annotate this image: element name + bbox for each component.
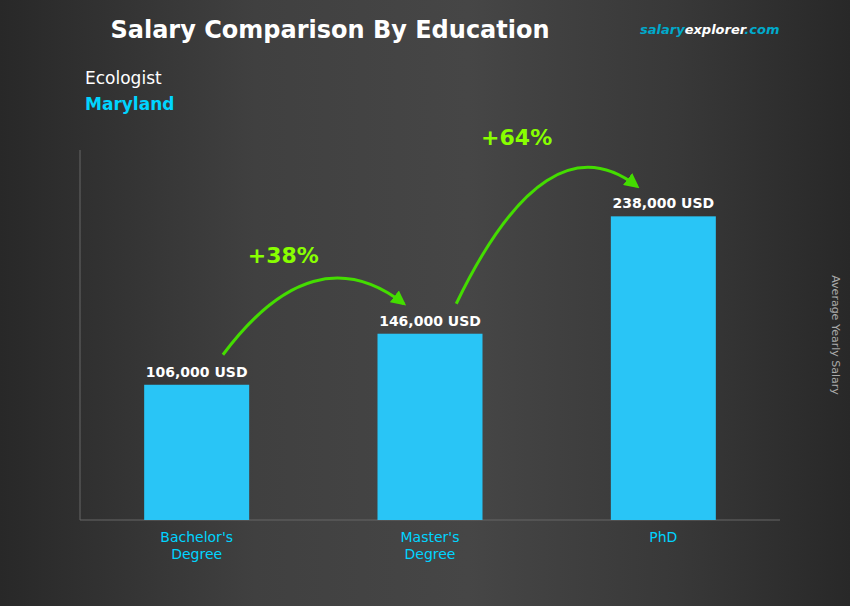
x-tick-label: PhD	[649, 529, 677, 545]
change-label: +38%	[248, 243, 319, 268]
bars	[144, 216, 716, 520]
x-tick-label-line: PhD	[649, 529, 677, 545]
data-label: 238,000 USD	[612, 195, 714, 211]
subtitle: Maryland	[85, 94, 174, 114]
background	[0, 0, 850, 606]
x-tick-label-line: Degree	[171, 546, 222, 562]
source-part: salary	[640, 22, 685, 37]
x-tick-label-line: Degree	[405, 546, 456, 562]
source-part: .com	[744, 22, 779, 37]
x-tick-label-line: Bachelor's	[160, 529, 233, 545]
title: Salary Comparison By Education	[110, 16, 549, 44]
x-tick-label: Master'sDegree	[401, 529, 460, 562]
bar	[378, 334, 483, 520]
bar	[144, 385, 249, 520]
source-part: explorer	[685, 22, 748, 37]
bar	[611, 216, 716, 520]
subtitle: Ecologist	[85, 68, 162, 88]
change-arrow	[223, 278, 404, 355]
chart: 106,000 USD 146,000 USD 238,000 USD Bachelo…	[0, 0, 850, 606]
change-label: +64%	[481, 125, 552, 150]
y-axis-label: Average Yearly Salary	[829, 275, 842, 395]
data-label: 106,000 USD	[146, 364, 248, 380]
x-tick-label-line: Master's	[401, 529, 460, 545]
change-arrow	[456, 167, 637, 303]
x-tick-label: Bachelor'sDegree	[160, 529, 233, 562]
y-axis-line	[80, 150, 81, 520]
data-label: 146,000 USD	[379, 313, 481, 329]
source: salaryexplorer.com	[640, 22, 779, 37]
